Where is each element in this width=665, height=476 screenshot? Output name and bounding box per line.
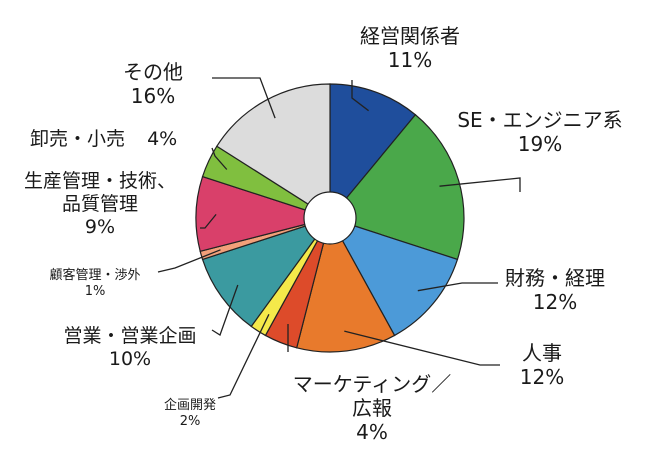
label-jinji: 人事 12%	[502, 341, 582, 389]
slice-name: 企画開発	[163, 398, 216, 413]
slice-name: 財務・経理	[505, 266, 605, 290]
leader-line	[417, 282, 498, 292]
label-eigyo: 営業・営業企画 10%	[40, 325, 220, 371]
slice-percent: 19%	[517, 132, 563, 156]
slice-name: その他	[123, 60, 183, 84]
slice-name: 人事	[522, 341, 562, 365]
label-se: SE・エンジニア系 19%	[440, 108, 640, 156]
label-kikaku: 企画開発 2%	[145, 398, 235, 429]
slice-percent: 1%	[84, 283, 106, 299]
slice-name: 顧客管理・渉外	[49, 268, 141, 283]
leader-line	[217, 314, 270, 399]
pie-slice	[328, 113, 465, 261]
slice-percent: 4%	[147, 128, 178, 150]
slice-name: 生産管理・技術、	[23, 170, 176, 192]
leader-lines	[157, 77, 521, 399]
slice-name-line2: 品質管理	[61, 192, 138, 215]
label-keiei: 経営関係者 11%	[330, 24, 490, 72]
slice-name: 営業・営業企画	[63, 325, 197, 347]
slice-percent: 11%	[387, 48, 433, 72]
pie-slice	[328, 216, 459, 337]
center-hole	[303, 191, 357, 245]
slice-name: 経営関係者	[360, 24, 460, 48]
leader-line	[212, 77, 276, 119]
leader-line	[344, 330, 500, 366]
pie-slice	[329, 83, 417, 220]
slice-name-line1: マーケティング／	[292, 372, 452, 396]
label-zaimu: 財務・経理 12%	[495, 266, 615, 314]
label-sonota: その他 16%	[98, 60, 208, 108]
pie-slice	[201, 216, 332, 328]
slice-percent: 2%	[179, 413, 201, 429]
leader-line	[157, 249, 221, 273]
leader-line	[200, 213, 217, 229]
pie-slice	[216, 83, 331, 220]
pie-slice	[295, 216, 396, 353]
slice-name: マーケティング／ 広報	[262, 372, 482, 420]
slice-percent: 4%	[356, 420, 388, 444]
label-kokyaku: 顧客管理・渉外 1%	[30, 268, 160, 299]
pie-slices	[195, 83, 465, 353]
slice-percent: 12%	[532, 290, 578, 314]
slice-name: 卸売・小売	[30, 128, 126, 150]
leader-line	[211, 147, 228, 170]
leader-line	[351, 80, 369, 112]
leader-line	[211, 284, 239, 336]
slice-percent: 12%	[519, 365, 565, 389]
leader-line	[439, 177, 521, 192]
label-marketing: マーケティング／ 広報 4%	[262, 372, 482, 444]
slice-percent: 16%	[130, 84, 176, 108]
label-oroshi: 卸売・小売 4%	[30, 128, 220, 151]
label-seisan: 生産管理・技術、 品質管理 9%	[0, 170, 200, 238]
slice-name-line2: 広報	[352, 396, 392, 420]
slice-name: SE・エンジニア系	[457, 108, 623, 132]
slice-percent: 10%	[108, 347, 152, 370]
slice-percent: 9%	[84, 215, 116, 238]
